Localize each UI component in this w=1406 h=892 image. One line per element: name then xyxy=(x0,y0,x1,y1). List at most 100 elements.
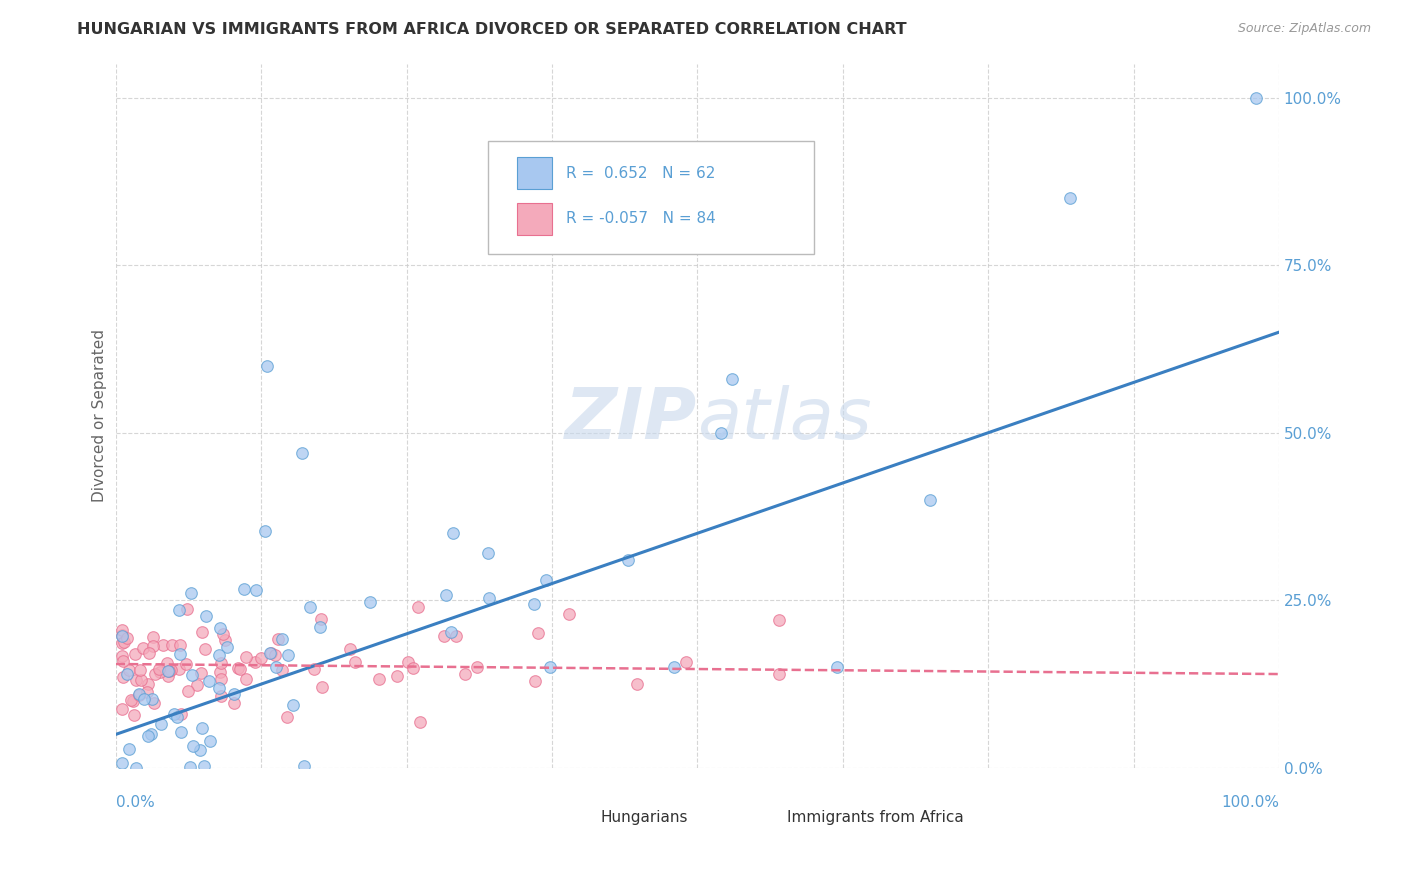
Point xyxy=(208,665,231,679)
Point xyxy=(117,667,139,681)
Point xyxy=(710,425,733,440)
Text: R = -0.057   N = 84: R = -0.057 N = 84 xyxy=(567,211,716,227)
Point xyxy=(110,628,132,642)
Point xyxy=(183,739,205,753)
Point xyxy=(198,673,221,688)
Text: atlas: atlas xyxy=(697,384,872,454)
Point xyxy=(129,673,152,687)
Point xyxy=(311,681,333,695)
Point xyxy=(367,672,389,686)
Point xyxy=(467,659,489,673)
Point xyxy=(277,648,299,662)
Point xyxy=(408,714,430,729)
Point xyxy=(249,650,271,665)
Point xyxy=(118,742,141,756)
Point xyxy=(156,669,179,683)
Point xyxy=(124,647,146,661)
Point xyxy=(112,655,135,669)
Point xyxy=(131,641,153,656)
Point xyxy=(477,546,499,560)
Point xyxy=(309,612,332,626)
Point xyxy=(176,602,198,616)
Text: 100.0%: 100.0% xyxy=(1220,795,1279,810)
Point xyxy=(226,661,249,675)
Point xyxy=(264,659,287,673)
Point xyxy=(149,665,172,680)
Point xyxy=(169,638,191,652)
Point xyxy=(138,646,160,660)
Point xyxy=(177,684,200,698)
Point xyxy=(128,688,150,702)
Point xyxy=(235,672,257,686)
Point xyxy=(260,646,283,660)
Point xyxy=(309,620,332,634)
Point xyxy=(208,621,231,635)
Point xyxy=(124,708,146,723)
Point xyxy=(142,696,165,710)
Point xyxy=(179,759,201,773)
Point xyxy=(128,687,150,701)
Point xyxy=(662,660,685,674)
Point xyxy=(406,600,429,615)
Point xyxy=(291,446,314,460)
Point xyxy=(174,657,197,671)
Point xyxy=(918,492,941,507)
Point xyxy=(135,685,157,699)
FancyBboxPatch shape xyxy=(488,142,814,254)
Point xyxy=(339,642,361,657)
Point xyxy=(212,627,235,641)
Point xyxy=(142,630,165,644)
Point xyxy=(229,662,252,676)
Point xyxy=(439,624,461,639)
Point xyxy=(271,663,294,677)
Point xyxy=(142,639,165,653)
Point xyxy=(209,657,232,671)
Point xyxy=(768,667,790,681)
Point xyxy=(243,655,266,669)
Point xyxy=(1059,191,1081,205)
Point xyxy=(209,690,232,704)
Point xyxy=(143,666,166,681)
Point xyxy=(436,588,458,602)
Point xyxy=(245,583,267,598)
Point xyxy=(235,650,257,665)
Point xyxy=(121,694,143,708)
Text: Immigrants from Africa: Immigrants from Africa xyxy=(787,810,963,825)
Point xyxy=(149,717,172,731)
Point xyxy=(152,638,174,652)
Text: Hungarians: Hungarians xyxy=(600,810,689,825)
Point xyxy=(120,693,142,707)
Point xyxy=(527,626,550,640)
Point xyxy=(402,661,425,675)
Point xyxy=(263,648,285,662)
Point xyxy=(276,709,298,723)
Point xyxy=(768,614,790,628)
Point xyxy=(136,730,159,744)
Point xyxy=(157,664,180,678)
Point xyxy=(385,669,408,683)
Text: 0.0%: 0.0% xyxy=(115,795,155,810)
Point xyxy=(825,660,848,674)
Point xyxy=(110,636,132,650)
Point xyxy=(163,707,186,722)
Point xyxy=(208,648,231,662)
Point xyxy=(534,573,557,587)
Point xyxy=(523,597,546,611)
Point xyxy=(208,681,231,695)
Point xyxy=(170,725,193,739)
Point xyxy=(188,743,211,757)
Point xyxy=(454,667,477,681)
Point xyxy=(271,632,294,646)
Point xyxy=(115,631,138,645)
Point xyxy=(186,677,208,691)
Point xyxy=(159,664,181,678)
Point xyxy=(478,591,501,605)
Point xyxy=(112,635,135,649)
Point xyxy=(441,526,464,541)
Point xyxy=(259,646,281,660)
FancyBboxPatch shape xyxy=(517,203,553,235)
Point xyxy=(190,721,212,735)
Point xyxy=(721,372,744,386)
Point xyxy=(112,670,135,684)
Point xyxy=(675,655,697,669)
